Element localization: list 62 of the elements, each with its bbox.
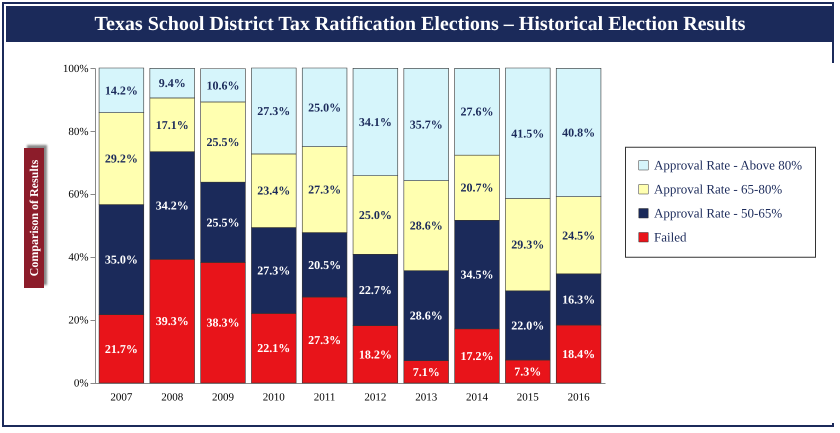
chart-title: Texas School District Tax Ratification Elections – Historical Election Results [6, 6, 834, 42]
data-label: 29.2% [104, 152, 138, 166]
data-label: 34.1% [358, 114, 392, 129]
data-label: 22.0% [511, 318, 544, 332]
y-tick-label: 40% [68, 252, 88, 264]
data-label: 21.7% [104, 342, 138, 356]
x-tick-label: 2015 [516, 392, 540, 404]
data-label: 35.7% [410, 117, 443, 132]
y-tick-label: 20% [68, 314, 88, 327]
data-label: 22.1% [257, 341, 290, 356]
x-tick-label: 2009 [212, 392, 235, 404]
data-label: 25.5% [206, 135, 240, 150]
x-tick-label: 2010 [262, 392, 286, 404]
legend-label: Approval Rate - Above 80% [654, 157, 802, 172]
data-label: 10.6% [206, 78, 240, 92]
data-label: 27.3% [257, 264, 290, 278]
x-tick-label: 2008 [161, 392, 184, 404]
data-label: 34.5% [460, 268, 494, 282]
data-label: 25.5% [206, 215, 240, 230]
y-axis-title: Comparison of Results [24, 148, 44, 288]
data-label: 39.3% [156, 314, 189, 328]
data-label: 27.6% [460, 104, 494, 119]
data-label: 22.7% [358, 283, 392, 298]
y-tick-label: 0% [74, 378, 88, 390]
data-label: 23.4% [257, 184, 290, 198]
data-label: 25.0% [308, 100, 342, 114]
x-tick-label: 2011 [314, 392, 336, 404]
data-label: 9.4% [158, 76, 186, 90]
x-tick-label: 2013 [415, 392, 438, 404]
data-label: 18.2% [358, 347, 392, 362]
data-label: 27.3% [308, 333, 342, 348]
data-label: 20.5% [308, 258, 342, 272]
data-label: 27.3% [308, 182, 342, 197]
y-tick-label: 80% [68, 126, 88, 138]
data-label: 27.3% [257, 104, 290, 118]
x-tick-label: 2012 [364, 392, 386, 404]
data-label: 25.0% [358, 208, 392, 222]
y-tick-label: 60% [68, 188, 88, 201]
data-label: 29.3% [511, 238, 544, 252]
data-label: 41.5% [511, 126, 544, 140]
y-tick-label: 100% [62, 62, 88, 75]
x-tick-label: 2016 [568, 392, 590, 404]
data-label: 14.2% [104, 83, 138, 98]
data-label: 34.2% [156, 198, 189, 213]
legend-label: Failed [654, 229, 687, 244]
legend-label: Approval Rate - 50-65% [654, 205, 782, 220]
data-label: 17.2% [460, 348, 494, 363]
data-label: 18.4% [562, 347, 596, 362]
data-label: 38.3% [206, 316, 240, 330]
data-label: 16.3% [562, 292, 596, 306]
data-label: 35.0% [104, 252, 138, 267]
x-tick-label: 2007 [110, 392, 133, 404]
data-label: 7.1% [412, 364, 440, 379]
data-label: 17.1% [156, 118, 189, 132]
data-label: 28.6% [410, 308, 443, 323]
data-label: 20.7% [460, 180, 494, 195]
data-label: 40.8% [562, 126, 596, 140]
data-label: 28.6% [410, 218, 443, 233]
data-label: 24.5% [562, 228, 596, 242]
data-label: 7.3% [514, 364, 542, 379]
x-tick-label: 2014 [466, 392, 488, 404]
legend-label: Approval Rate - 65-80% [654, 181, 782, 196]
